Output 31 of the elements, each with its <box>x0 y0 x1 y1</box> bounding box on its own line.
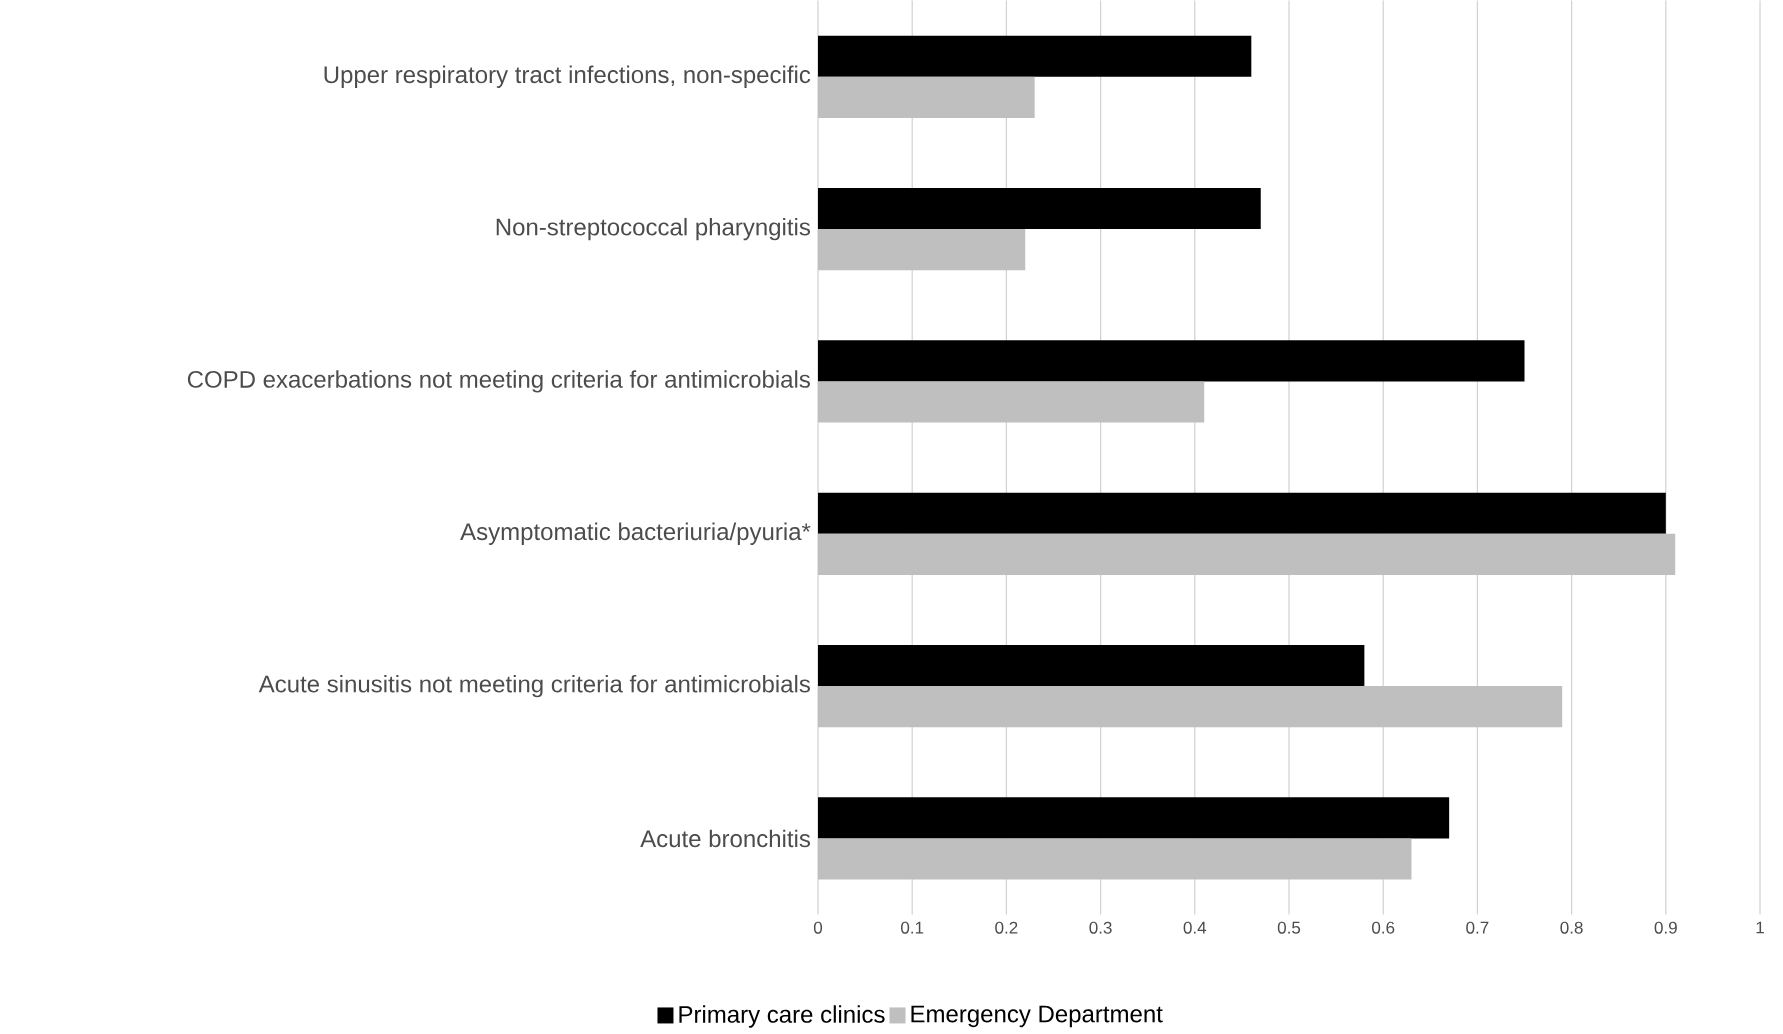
x-tick-label: 0.2 <box>995 921 1018 934</box>
legend-label: Emergency Department <box>911 1005 1163 1028</box>
x-tick-label: 0.1 <box>901 921 924 934</box>
x-tick-label: 0.7 <box>1466 921 1489 934</box>
bar <box>818 340 1525 382</box>
bar <box>818 645 1365 687</box>
bar <box>818 188 1261 230</box>
bar <box>818 686 1563 728</box>
bar <box>818 533 1676 576</box>
bar <box>818 35 1252 77</box>
x-tick-label: 0.4 <box>1183 921 1207 934</box>
bar <box>818 381 1205 423</box>
x-tick-label: 0.6 <box>1372 921 1395 934</box>
x-tick-label: 0.9 <box>1654 921 1677 934</box>
x-tick-label: 0 <box>813 921 823 934</box>
x-tick-label: 0.8 <box>1560 921 1583 934</box>
legend-label: Primary care clinics <box>679 1005 885 1028</box>
y-tick-label: Upper respiratory tract infections, non-specific <box>324 65 811 89</box>
y-tick-label: Non-streptococcal pharyngitis <box>496 218 810 241</box>
y-tick-label: COPD exacerbations not meeting criteria for antimicrobials <box>187 370 810 393</box>
y-tick-label: Acute sinusitis not meeting criteria for antimicrobials <box>258 675 810 698</box>
y-tick-label: Asymptomatic bacteriuria/pyuria* <box>460 522 811 546</box>
bar <box>818 229 1026 271</box>
bar <box>818 838 1412 880</box>
bar <box>818 76 1035 119</box>
y-tick-label: Acute bronchitis <box>640 829 811 848</box>
x-tick-label: 0.5 <box>1277 921 1301 934</box>
bar <box>818 797 1450 839</box>
x-tick-label: 0.3 <box>1089 921 1112 934</box>
bar <box>818 492 1666 534</box>
x-tick-label: 1 <box>1756 921 1764 934</box>
